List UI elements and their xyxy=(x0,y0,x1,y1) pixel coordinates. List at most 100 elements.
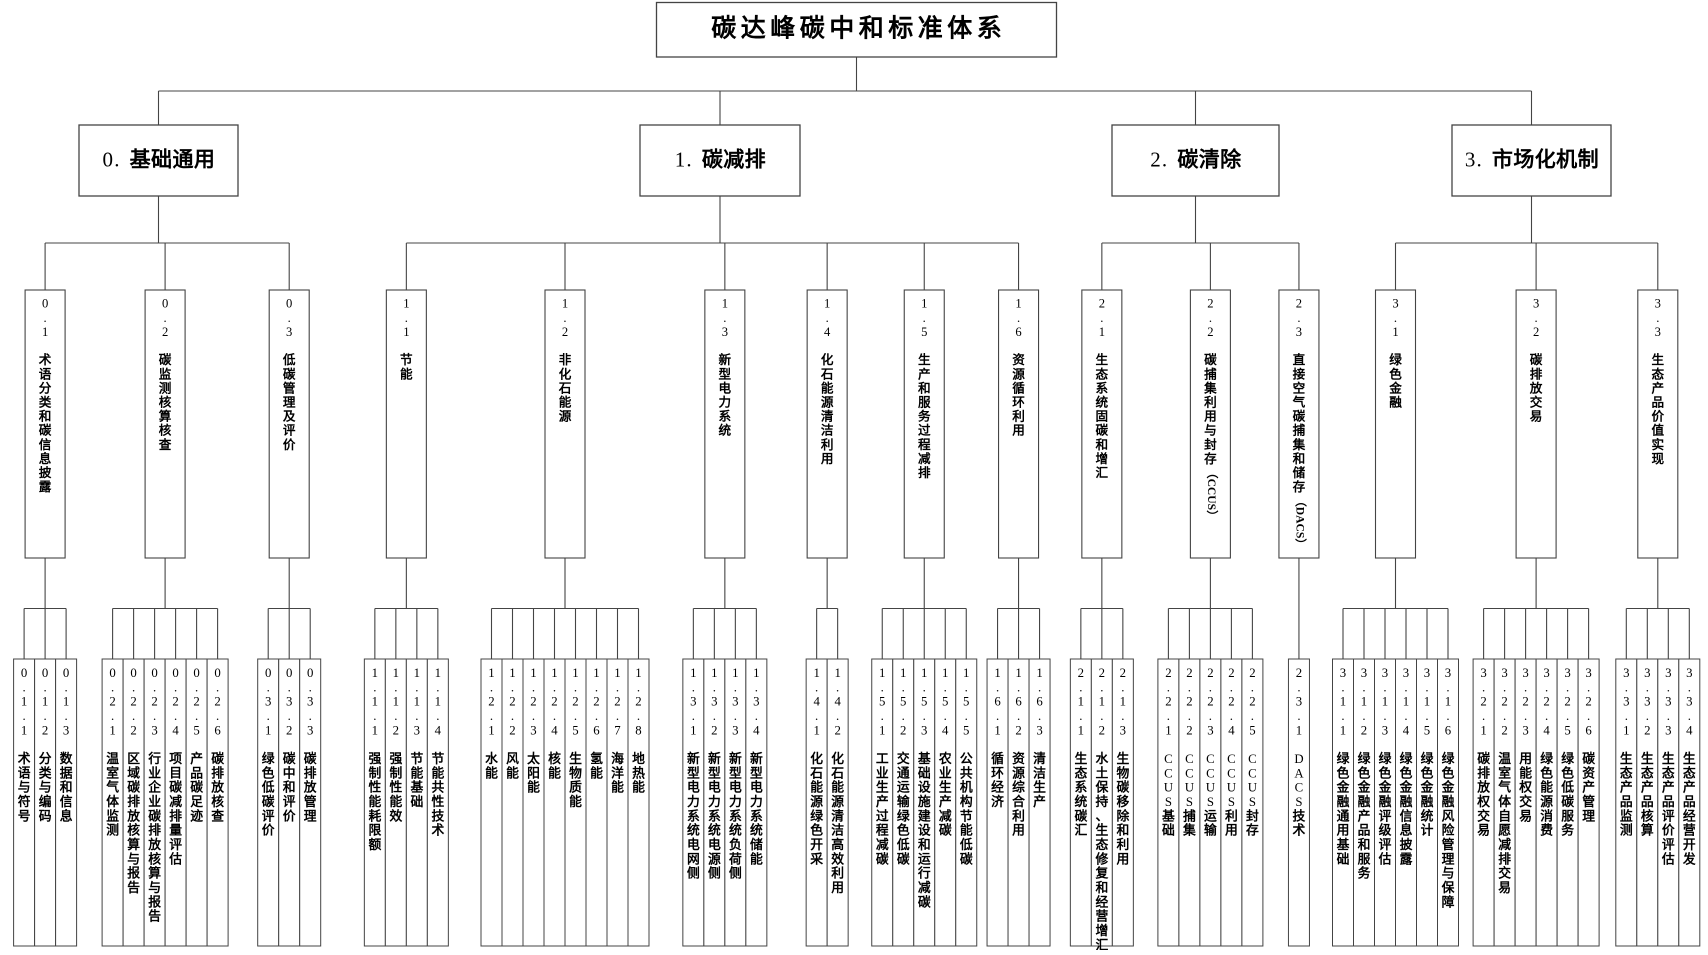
svg-text:.: . xyxy=(1646,709,1649,723)
svg-text:.: . xyxy=(1121,709,1124,723)
svg-text:制: 制 xyxy=(1578,147,1599,171)
svg-text:服: 服 xyxy=(1561,809,1574,823)
svg-text:0: 0 xyxy=(286,666,292,680)
svg-text:能: 能 xyxy=(410,765,423,780)
svg-text:4: 4 xyxy=(435,723,442,737)
svg-text:6: 6 xyxy=(994,695,1001,709)
svg-text:消: 消 xyxy=(1540,808,1553,823)
svg-text:易: 易 xyxy=(1477,824,1490,838)
svg-text:色: 色 xyxy=(1421,765,1434,780)
svg-text:通: 通 xyxy=(897,765,910,780)
svg-text:测: 测 xyxy=(159,380,172,395)
svg-text:交: 交 xyxy=(1530,394,1543,409)
svg-text:3: 3 xyxy=(1465,147,1476,171)
svg-text:1: 1 xyxy=(1099,325,1105,339)
svg-text:1: 1 xyxy=(614,666,620,680)
svg-text:产: 产 xyxy=(1620,780,1633,795)
svg-text:电: 电 xyxy=(719,380,732,395)
svg-text:洁: 洁 xyxy=(831,823,844,838)
svg-text:术: 术 xyxy=(1292,823,1306,838)
svg-text:源: 源 xyxy=(821,394,834,409)
svg-text:.: . xyxy=(1017,311,1020,325)
svg-text:产: 产 xyxy=(1641,780,1654,795)
svg-text:态: 态 xyxy=(1620,765,1633,780)
svg-text:金: 金 xyxy=(1357,780,1371,795)
svg-text:.: . xyxy=(1476,147,1481,171)
svg-text:6: 6 xyxy=(1445,723,1452,737)
svg-text:营: 营 xyxy=(1683,823,1696,838)
svg-text:C: C xyxy=(1248,766,1257,780)
svg-text:3: 3 xyxy=(414,723,420,737)
svg-text:效: 效 xyxy=(389,808,402,823)
svg-text:.: . xyxy=(692,680,695,694)
svg-text:理: 理 xyxy=(1582,809,1595,823)
svg-text:色: 色 xyxy=(810,823,823,838)
svg-text:基: 基 xyxy=(1336,837,1350,852)
svg-text:和: 和 xyxy=(859,14,884,42)
svg-text:业: 业 xyxy=(939,765,952,780)
svg-text:生: 生 xyxy=(939,780,952,795)
svg-text:2: 2 xyxy=(1150,147,1161,171)
svg-text:能: 能 xyxy=(590,765,603,780)
svg-text:碳: 碳 xyxy=(1204,352,1217,367)
svg-text:2: 2 xyxy=(1099,723,1105,737)
svg-text:1: 1 xyxy=(994,666,1000,680)
svg-text:.: . xyxy=(1079,680,1082,694)
svg-text:节: 节 xyxy=(410,751,423,766)
svg-text:制: 制 xyxy=(389,765,402,780)
svg-text:储: 储 xyxy=(749,837,763,852)
svg-text:3: 3 xyxy=(1665,723,1671,737)
svg-text:量: 量 xyxy=(169,824,182,838)
svg-text:2: 2 xyxy=(130,695,136,709)
svg-text:2: 2 xyxy=(1015,723,1021,737)
svg-text:5: 5 xyxy=(1564,723,1570,737)
svg-text:产: 产 xyxy=(1683,780,1696,795)
svg-text:负: 负 xyxy=(729,837,742,852)
svg-text:3: 3 xyxy=(1623,695,1629,709)
svg-text:0: 0 xyxy=(265,666,271,680)
svg-text:3: 3 xyxy=(1392,297,1398,311)
svg-text:生: 生 xyxy=(876,780,889,795)
svg-text:3: 3 xyxy=(1686,695,1692,709)
svg-text:.: . xyxy=(902,709,905,723)
svg-text:2: 2 xyxy=(42,723,48,737)
svg-text:及: 及 xyxy=(283,410,296,424)
svg-text:.: . xyxy=(490,709,493,723)
svg-text:排: 排 xyxy=(211,765,224,780)
svg-text:1: 1 xyxy=(635,666,641,680)
svg-text:.: . xyxy=(1656,311,1659,325)
svg-text:.: . xyxy=(1188,709,1191,723)
svg-text:.: . xyxy=(1482,709,1485,723)
svg-text:生: 生 xyxy=(1620,751,1633,766)
svg-text:核: 核 xyxy=(148,851,161,866)
svg-text:行: 行 xyxy=(917,866,931,881)
svg-text:估: 估 xyxy=(1661,851,1675,866)
svg-text:迹: 迹 xyxy=(190,808,203,823)
svg-text:6: 6 xyxy=(593,723,600,737)
svg-text:融: 融 xyxy=(1442,794,1455,809)
svg-text:1: 1 xyxy=(1623,723,1629,737)
svg-text:.: . xyxy=(1038,709,1041,723)
svg-text:U: U xyxy=(1227,781,1236,795)
svg-text:3: 3 xyxy=(307,723,313,737)
svg-text:.: . xyxy=(132,709,135,723)
svg-text:2: 2 xyxy=(593,695,599,709)
svg-text:2: 2 xyxy=(1501,723,1507,737)
svg-text:放: 放 xyxy=(1476,780,1490,795)
svg-text:源: 源 xyxy=(810,794,823,809)
svg-text:体: 体 xyxy=(1498,794,1511,809)
svg-text:.: . xyxy=(1383,680,1386,694)
svg-text:2: 2 xyxy=(1120,666,1126,680)
svg-text:.: . xyxy=(996,680,999,694)
svg-text:.: . xyxy=(1209,709,1212,723)
svg-text:测: 测 xyxy=(106,823,119,838)
svg-text:1: 1 xyxy=(372,666,378,680)
svg-text:1: 1 xyxy=(813,723,819,737)
svg-text:险: 险 xyxy=(1442,823,1455,838)
svg-text:管: 管 xyxy=(283,380,296,395)
svg-text:0: 0 xyxy=(151,666,157,680)
svg-text:绿: 绿 xyxy=(1400,751,1413,766)
svg-text:.: . xyxy=(881,709,884,723)
svg-text:.: . xyxy=(923,311,926,325)
svg-text:0: 0 xyxy=(193,666,199,680)
